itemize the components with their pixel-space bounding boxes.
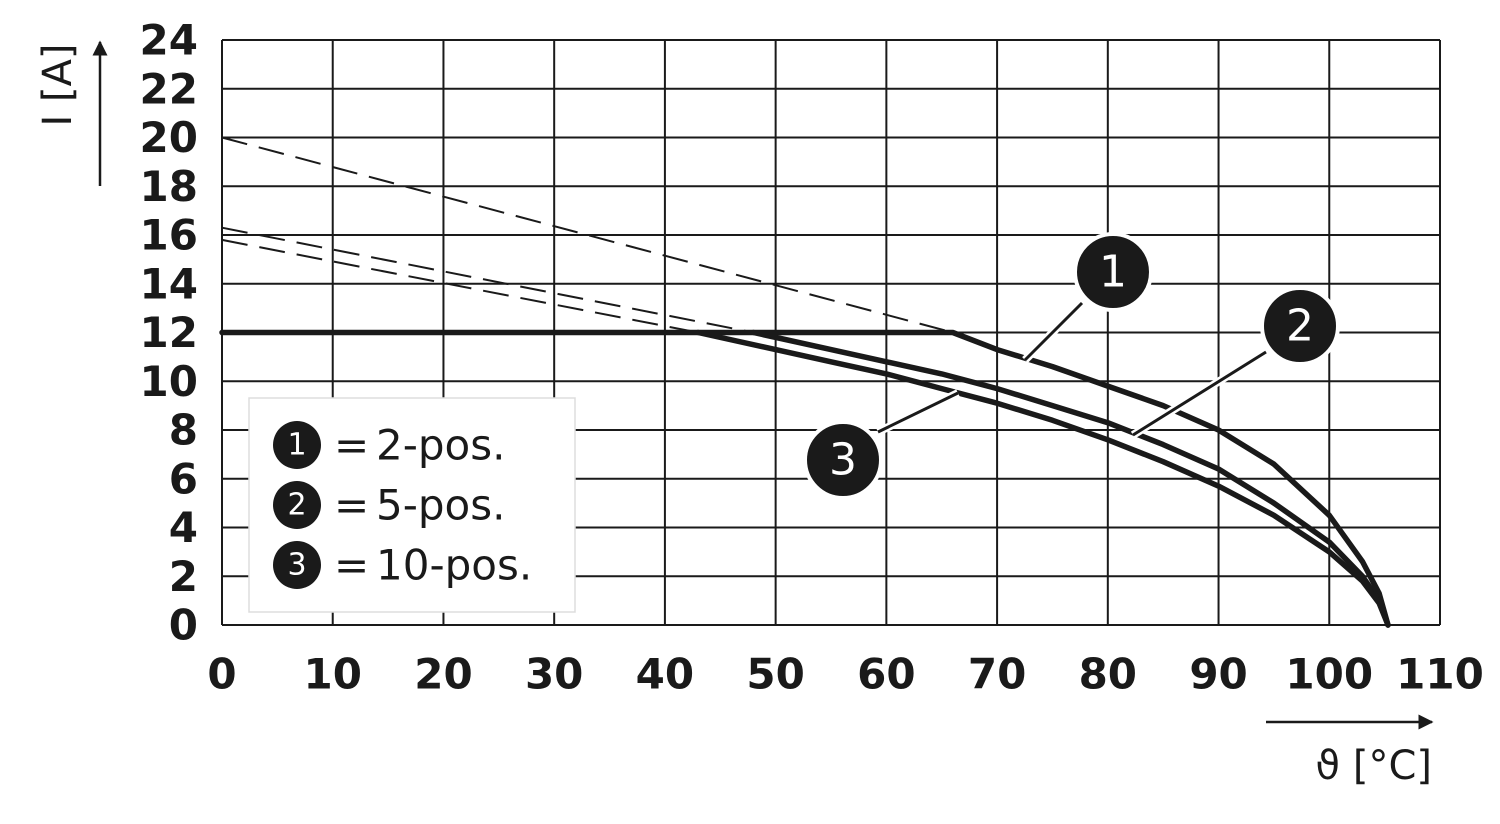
y-tick-label: 14 bbox=[140, 259, 198, 308]
callout-leader bbox=[1023, 301, 1084, 362]
legend-marker-label: 2 bbox=[287, 488, 306, 523]
y-tick-label: 10 bbox=[140, 357, 198, 406]
legend-marker bbox=[273, 541, 321, 589]
y-tick-label: 18 bbox=[140, 162, 198, 211]
legend-marker-label: 1 bbox=[287, 428, 306, 463]
callout-leader bbox=[1132, 350, 1267, 437]
y-tick-label: 2 bbox=[169, 552, 198, 601]
ticks: 0 10 20 30 40 50 60 70 80 90 100 110024681012141618… bbox=[140, 16, 1484, 699]
legend-separator: = bbox=[334, 421, 369, 470]
legend-marker bbox=[273, 481, 321, 529]
x-tick-label: 80 bbox=[1079, 650, 1137, 699]
y-tick-label: 4 bbox=[169, 503, 198, 552]
grid bbox=[221, 39, 1441, 626]
callout-label: 3 bbox=[829, 435, 857, 486]
x-tick-label: 90 bbox=[1189, 650, 1247, 699]
x-tick-label: 20 bbox=[414, 650, 472, 699]
legend-label: 2-pos. bbox=[376, 421, 505, 470]
legend-label: 5-pos. bbox=[376, 481, 505, 530]
y-tick-label: 16 bbox=[140, 211, 198, 260]
legend-marker-label: 3 bbox=[287, 548, 306, 583]
x-tick-label: 40 bbox=[636, 650, 694, 699]
y-tick-label: 0 bbox=[169, 601, 198, 650]
dashed-extension bbox=[221, 226, 754, 334]
callout-leader bbox=[877, 391, 959, 434]
callout-marker bbox=[803, 420, 883, 500]
y-tick-label: 24 bbox=[140, 16, 198, 65]
legend-label: 10-pos. bbox=[376, 541, 532, 590]
x-tick-label: 10 bbox=[304, 650, 362, 699]
y-tick-label: 8 bbox=[169, 406, 198, 455]
legend: 1 = 2-pos.2 = 5-pos.3 = 10-pos. bbox=[248, 397, 576, 613]
derating-curve bbox=[695, 329, 1391, 628]
y-axis-label: I [A] bbox=[35, 43, 81, 126]
dashed-extension bbox=[221, 136, 954, 334]
callout-label: 1 bbox=[1099, 247, 1127, 298]
x-axis-label: ϑ [°C] bbox=[1315, 743, 1432, 789]
callout-label: 2 bbox=[1286, 301, 1314, 352]
x-tick-label: 110 bbox=[1396, 650, 1484, 699]
callout-marker bbox=[1073, 232, 1153, 312]
dashed-extension bbox=[221, 238, 699, 334]
y-tick-label: 22 bbox=[140, 64, 198, 113]
x-tick-label: 30 bbox=[525, 650, 583, 699]
callout-marker bbox=[1260, 286, 1340, 366]
y-tick-label: 20 bbox=[140, 113, 198, 162]
y-tick-label: 6 bbox=[169, 454, 198, 503]
callouts: 1 2 3 bbox=[803, 232, 1340, 500]
x-tick-label: 0 bbox=[207, 650, 236, 699]
y-tick-label: 12 bbox=[140, 308, 198, 357]
x-tick-label: 100 bbox=[1285, 650, 1373, 699]
legend-marker bbox=[273, 421, 321, 469]
derating-curve bbox=[219, 329, 1391, 628]
x-tick-label: 50 bbox=[746, 650, 804, 699]
x-tick-label: 70 bbox=[968, 650, 1026, 699]
legend-separator: = bbox=[334, 541, 369, 590]
x-tick-label: 60 bbox=[857, 650, 915, 699]
legend-separator: = bbox=[334, 481, 369, 530]
